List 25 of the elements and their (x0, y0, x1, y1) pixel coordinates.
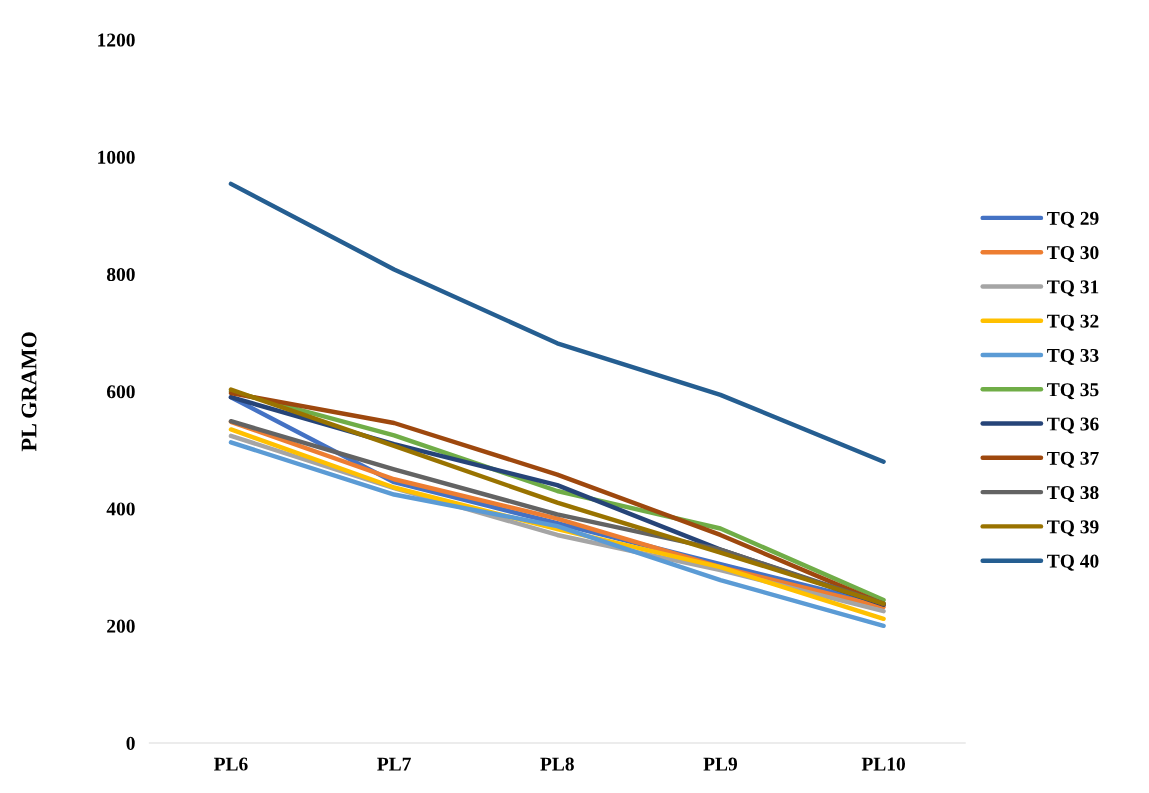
legend-label: TQ 37 (1047, 451, 1099, 468)
x-tick-label: PL8 (540, 757, 574, 771)
legend-label: TQ 38 (1047, 485, 1099, 503)
legend-label: TQ 29 (1047, 211, 1099, 228)
y-axis-title: PL GRAMO (21, 332, 37, 452)
legend-label: TQ 36 (1047, 417, 1099, 434)
legend-label: TQ 40 (1047, 554, 1099, 571)
y-tick-label: 0 (126, 736, 135, 750)
y-tick-label: 600 (106, 385, 135, 399)
x-tick-label: PL6 (214, 757, 248, 771)
y-tick-label: 400 (106, 502, 135, 516)
legend-label: TQ 32 (1047, 314, 1099, 331)
y-tick-label: 800 (106, 267, 135, 282)
x-tick-label: PL7 (377, 757, 411, 771)
y-tick-label: 1000 (98, 150, 135, 164)
legend-label: TQ 35 (1047, 383, 1099, 400)
legend-label: TQ 30 (1047, 246, 1099, 263)
legend-label: TQ 31 (1047, 280, 1099, 297)
line-series (228, 181, 886, 464)
legend-label: TQ 39 (1047, 520, 1099, 537)
y-tick-label: 200 (107, 619, 135, 633)
y-tick-label: 1200 (98, 33, 135, 47)
x-tick-label: PL9 (703, 757, 738, 771)
legend-label: TQ 33 (1047, 348, 1099, 365)
x-tick-label: PL10 (861, 757, 905, 771)
